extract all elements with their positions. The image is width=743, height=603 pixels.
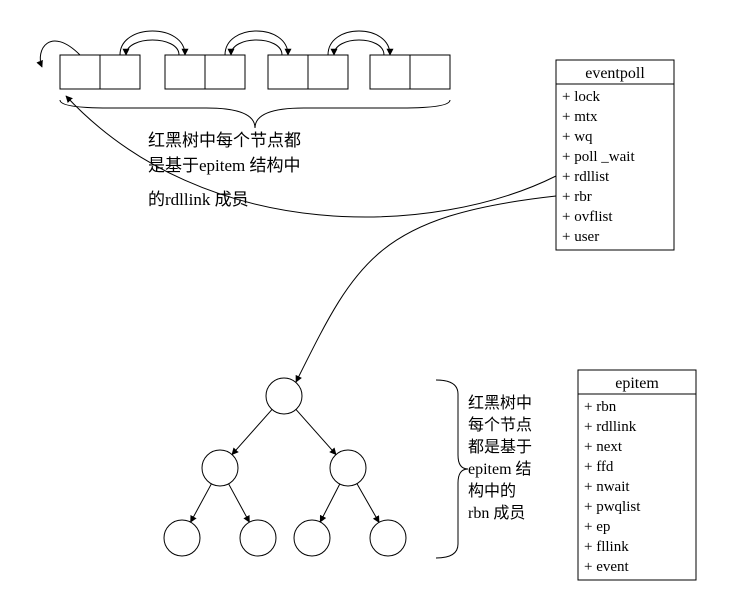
list-node-cell	[410, 55, 450, 89]
epitem-attr: + next	[584, 439, 623, 455]
epitem-title: epitem	[615, 375, 659, 392]
tree-edge	[232, 409, 272, 454]
eventpoll-attr: + rbr	[562, 189, 592, 205]
tree-edge	[296, 409, 336, 454]
list-node-cell	[268, 55, 308, 89]
tree-node	[240, 520, 276, 556]
epitem-attr: + rdllink	[584, 419, 637, 435]
eventpoll-attr: + ovflist	[562, 209, 613, 225]
caption-right-line: 红黑树中	[468, 394, 532, 412]
eventpoll-attr: + wq	[562, 129, 593, 145]
eventpoll-attr: + lock	[562, 89, 601, 105]
brace-top	[60, 100, 450, 128]
list-node-cell	[308, 55, 348, 89]
epitem-attr: + ep	[584, 519, 610, 535]
diagram-canvas: 红黑树中每个节点都是基于epitem 结构中的rdllink 成员 eventpo…	[0, 0, 743, 603]
list-forward-link	[120, 31, 185, 55]
list-node-cell	[165, 55, 205, 89]
epitem-attr: + pwqlist	[584, 499, 641, 515]
caption-right-line: 都是基于	[468, 438, 532, 456]
caption-top-line: 是基于epitem 结构中	[148, 156, 301, 175]
list-forward-link	[225, 31, 288, 55]
tree-node	[164, 520, 200, 556]
tree-edge	[229, 484, 250, 522]
list-node-cell	[205, 55, 245, 89]
tree-node	[330, 450, 366, 486]
caption-right-line: 每个节点	[468, 416, 532, 434]
list-backward-link	[334, 40, 384, 55]
caption-right-line: 构中的	[468, 482, 516, 500]
eventpoll-title: eventpoll	[585, 65, 645, 82]
tree-node	[294, 520, 330, 556]
caption-top-line: 红黑树中每个节点都	[148, 131, 301, 150]
list-node-cell	[370, 55, 410, 89]
eventpoll-attr: + user	[562, 229, 599, 245]
pointer-rbr	[296, 196, 556, 382]
epitem-attr: + event	[584, 559, 630, 575]
tree-node	[202, 450, 238, 486]
eventpoll-attr: + mtx	[562, 109, 598, 125]
list-backward-link	[126, 40, 179, 55]
epitem-attr: + nwait	[584, 479, 630, 495]
caption-right-line: rbn 成员	[468, 504, 525, 522]
list-backward-link	[231, 40, 282, 55]
epitem-attr: + fllink	[584, 539, 629, 555]
tree-edge	[320, 484, 340, 522]
caption-right-line: epitem 结	[468, 460, 532, 478]
brace-right	[436, 380, 468, 558]
list-node-cell	[60, 55, 100, 89]
tree-node	[370, 520, 406, 556]
list-node-cell	[100, 55, 140, 89]
epitem-attr: + ffd	[584, 459, 614, 475]
eventpoll-attr: + rdllist	[562, 169, 610, 185]
pointer-rdllist	[66, 96, 556, 217]
tree-node	[266, 378, 302, 414]
caption-top-line: 的rdllink 成员	[148, 190, 249, 209]
list-forward-link	[328, 31, 390, 55]
epitem-attr: + rbn	[584, 399, 617, 415]
tree-edge	[357, 484, 379, 523]
eventpoll-attr: + poll _wait	[562, 149, 635, 165]
tree-edge	[191, 484, 212, 522]
